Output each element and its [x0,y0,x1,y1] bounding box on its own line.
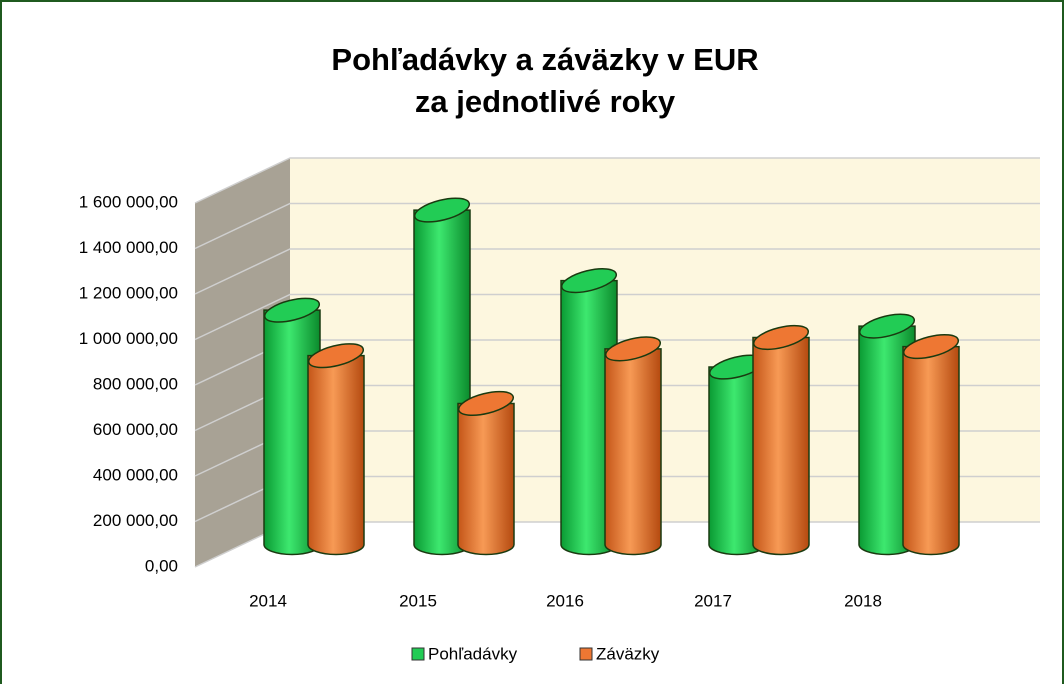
x-tick-label: 2018 [844,591,882,610]
grid-line [194,293,1040,341]
bar-body [752,336,810,556]
bar [902,333,960,556]
grid-line [194,202,1040,250]
bar-top [752,324,810,351]
bar-top [413,197,471,223]
x-tick-label: 2014 [249,591,287,610]
bar [457,390,515,556]
bar [307,343,365,556]
bar [752,324,810,556]
bar-top [307,343,365,369]
bar-top [263,297,321,323]
chart-title: za jednotlivé roky [415,84,676,119]
bar-body [307,354,365,556]
y-tick-label: 800 000,00 [93,374,178,393]
legend-swatch [411,647,425,661]
legend-label: Záväzky [596,644,660,663]
grid-line [194,248,1040,295]
bar-body [457,402,515,556]
x-tick-label: 2016 [546,591,584,610]
bar-top [457,390,515,417]
y-tick-label: 1 400 000,00 [79,238,178,257]
bar [560,268,618,556]
bar [708,354,766,556]
bar [858,313,916,556]
bar-body [902,345,960,556]
chart-title: Pohľadávky a záväzky v EUR [331,42,758,77]
y-tick-label: 1 600 000,00 [79,192,178,211]
bar-top [902,333,960,360]
y-tick-label: 600 000,00 [93,420,178,439]
bar-top [858,313,916,339]
legend-label: Pohľadávky [428,644,518,663]
x-tick-label: 2015 [399,591,437,610]
y-tick-label: 400 000,00 [93,465,178,484]
y-tick-label: 0,00 [145,556,178,575]
bar-top [604,336,662,362]
bar-top [560,268,618,294]
legend-swatch [579,647,593,661]
x-tick-label: 2017 [694,591,732,610]
y-tick-label: 1 000 000,00 [79,329,178,348]
y-tick-label: 1 200 000,00 [79,283,178,302]
y-tick-label: 200 000,00 [93,511,178,530]
grid-line [194,157,1040,204]
bar-body [604,348,662,556]
bar [604,336,662,556]
